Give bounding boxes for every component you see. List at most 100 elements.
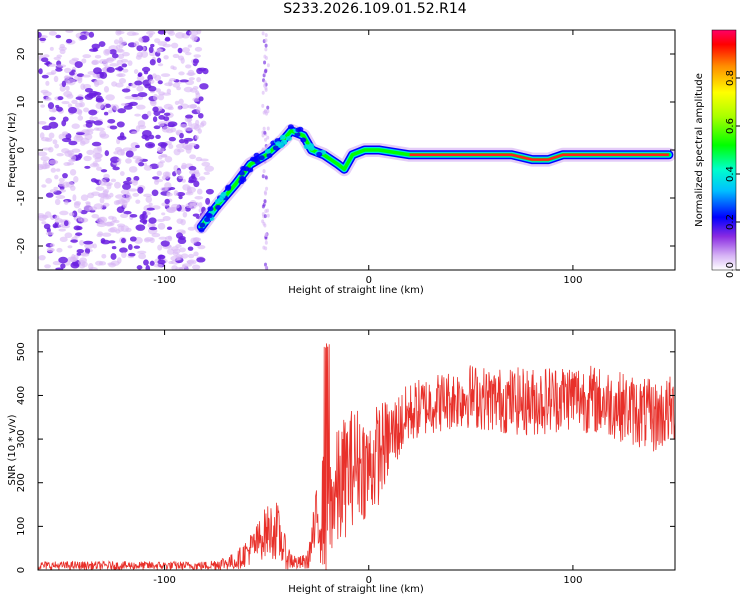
spectrogram-noise-blob [159, 122, 165, 127]
spectrogram-noise-blob [135, 54, 142, 60]
spectrogram-noise-blob [99, 197, 105, 204]
spectrogram-noise-blob [149, 260, 155, 266]
spectrogram-noise-blob [97, 145, 102, 152]
spectrogram-noise-blob [100, 239, 111, 245]
spectrogram-noise-blob [81, 261, 88, 268]
spectrogram-noise-blob [186, 118, 193, 122]
spectrogram-noise-blob [83, 155, 92, 162]
spectrogram-noise-blob [99, 130, 107, 138]
spectrogram-noise-blob [142, 219, 148, 225]
spectrogram-noise-blob [88, 31, 95, 38]
spectrogram-noise-blob [111, 53, 119, 59]
spectrogram-noise-blob [266, 135, 270, 140]
spectrogram-noise-blob [186, 186, 196, 194]
spectrogram-noise-blob [142, 130, 152, 138]
spectrogram-noise-blob [198, 176, 206, 181]
spectrogram-noise-blob [38, 31, 42, 38]
spectrogram-ridge [194, 123, 675, 234]
spectrogram-noise-blob [169, 78, 177, 82]
snr-y-tick-label: 200 [16, 473, 27, 492]
spectrogram-noise-blob [140, 50, 149, 58]
spectrogram-noise-blob [263, 199, 267, 204]
spectrogram-noise-blob [105, 221, 113, 227]
spectrogram-noise-blob [205, 188, 214, 195]
spectrogram-noise-blob [48, 116, 56, 121]
spectrogram-noise-blob [261, 90, 265, 95]
spectrogram-noise-blob [40, 57, 49, 63]
spectrogram-noise-blob [199, 83, 209, 90]
spectrogram-noise-blob [188, 77, 195, 81]
ridge-blob [264, 148, 271, 154]
snr-plot-area [38, 330, 675, 570]
snr-series [38, 343, 675, 570]
spectrogram-noise-blob [178, 71, 185, 76]
snr-x-tick-label: 0 [366, 575, 372, 586]
spectrogram-y-ticks: -20 -10 0 10 20 [16, 48, 675, 254]
spectrogram-noise-blob [125, 158, 132, 164]
spectrogram-noise-blob [148, 217, 157, 224]
spectrogram-noise-blob [95, 260, 104, 266]
spectrogram-noise-blob [196, 106, 201, 114]
spectrogram-noise-blob [61, 119, 67, 127]
spectrogram-noise-blob [38, 120, 47, 125]
spectrogram-noise-blob [176, 131, 181, 136]
spectrogram-noise-blob [136, 85, 144, 92]
spectrogram-noise-blob [204, 165, 215, 172]
spectrogram-noise-blob [265, 186, 269, 191]
spectrogram-noise-blob [129, 147, 138, 152]
spectrogram-noise-blob [135, 199, 141, 204]
spectrogram-noise-blob [164, 171, 170, 179]
spectrogram-noise-blob [182, 211, 188, 218]
spectrogram-noise-blob [91, 213, 100, 219]
spectrogram-noise-blob [197, 244, 206, 250]
ridge-blob [198, 227, 205, 233]
spectrogram-noise-blob [126, 31, 137, 37]
spectrogram-noise-blob [121, 63, 128, 68]
spectrogram-noise-blob [133, 69, 139, 74]
spectrogram-noise-blob [68, 106, 78, 114]
spectrogram-noise-blob [137, 250, 147, 255]
spectrogram-noise-blob [116, 257, 122, 264]
spectrogram-noise-blob [152, 106, 159, 113]
spectrogram-noise-blob [157, 94, 165, 101]
spectrogram-noise-blob [185, 114, 194, 119]
spectrogram-noise-blob [177, 47, 183, 54]
spectrogram-noise-blob [64, 67, 72, 74]
spectrogram-noise-blob [58, 256, 68, 264]
spectrogram-noise-blob [45, 96, 51, 101]
spectrogram-noise-blob [193, 180, 200, 188]
spectrogram-noise-blob [41, 74, 49, 79]
spectrogram-noise-blob [264, 209, 268, 214]
spectrogram-noise-blob [187, 253, 195, 259]
spectrogram-noise-blob [99, 71, 108, 79]
spectrogram-noise-blob [116, 59, 124, 65]
spectrogram-y-tick-label: 20 [16, 48, 27, 61]
spectrogram-noise-blob [171, 265, 178, 270]
colorbar-label: Normalized spectral amplitude [694, 73, 705, 227]
spectrogram-noise-blob [160, 240, 170, 247]
spectrogram-noise-blob [53, 75, 59, 83]
spectrogram-noise-blob [128, 101, 138, 106]
spectrogram-noise-blob [184, 126, 193, 131]
spectrogram-noise-blob [200, 120, 207, 127]
spectrogram-noise-blob [117, 108, 127, 114]
spectrogram-noise-blob [48, 121, 59, 129]
spectrogram-noise-blob [264, 232, 268, 237]
spectrogram-noise-blob [38, 68, 43, 75]
spectrogram-noise-blob [113, 39, 120, 45]
spectrogram-noise-blob [38, 151, 48, 157]
spectrogram-noise-blob [158, 91, 166, 96]
spectrogram-noise-blob [178, 138, 186, 144]
spectrogram-noise-blob [174, 170, 183, 175]
spectrogram-noise-blob [112, 166, 120, 171]
ridge-blob [285, 135, 292, 141]
spectrogram-noise-blob [58, 177, 65, 183]
spectrogram-x-tick-label: 0 [366, 275, 372, 286]
spectrogram-noise-blob [92, 243, 97, 249]
spectrogram-noise-blob [148, 134, 155, 140]
spectrogram-noise-blob [127, 188, 138, 192]
spectrogram-noise-blob [69, 168, 77, 176]
spectrogram-noise-blob [188, 30, 199, 36]
spectrogram-noise-blob [105, 103, 111, 109]
spectrogram-noise-blob [144, 237, 154, 242]
